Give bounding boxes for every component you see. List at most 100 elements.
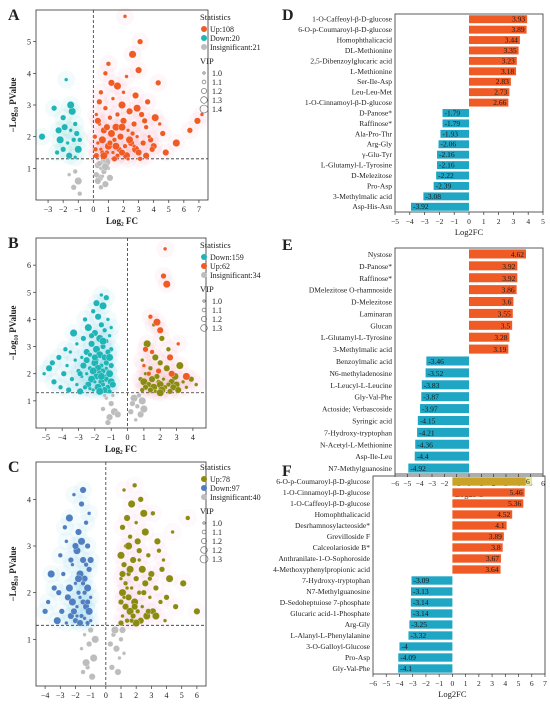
up-point bbox=[152, 585, 159, 591]
x-tick-label: −6 bbox=[391, 479, 399, 488]
down-point bbox=[56, 135, 64, 144]
up-point bbox=[121, 595, 127, 600]
up-point-olive bbox=[175, 361, 184, 370]
vip-legend-entry: 1.2 bbox=[212, 537, 222, 546]
down-point bbox=[60, 370, 67, 377]
x-tick-label: 2 bbox=[497, 217, 501, 226]
up-point bbox=[185, 515, 191, 521]
down-point bbox=[97, 372, 106, 381]
down-point bbox=[88, 618, 93, 623]
up-point bbox=[186, 127, 193, 134]
up-point-olive bbox=[163, 364, 171, 372]
bar-value-label: 3.89 bbox=[489, 532, 502, 541]
down-point bbox=[73, 581, 78, 586]
up-point bbox=[146, 371, 152, 377]
bar-panel-D: D 3.93 1-O-Caffeoyl-β-D-glucose 3.89 6-O-p-C… bbox=[282, 7, 545, 237]
up-point bbox=[161, 557, 166, 563]
x-tick-label: −2 bbox=[59, 205, 68, 214]
up-point bbox=[125, 585, 130, 591]
x-tick-label: −4 bbox=[416, 479, 424, 488]
bar-category-label: N7-Methylguanosine bbox=[328, 464, 392, 473]
up-point bbox=[162, 149, 170, 156]
up-point bbox=[121, 90, 126, 95]
down-point bbox=[109, 325, 114, 330]
bar-category-label: N-Acetyl-L-Methionine bbox=[320, 440, 393, 449]
y-axis-label: −Log₁₀ PValue bbox=[8, 547, 18, 602]
up-point bbox=[98, 89, 104, 95]
x-tick-label: 2 bbox=[477, 679, 481, 688]
bar bbox=[452, 554, 501, 563]
bar bbox=[399, 642, 453, 651]
x-axis-label: Log₂ FC bbox=[106, 216, 138, 226]
insignificant-point bbox=[102, 180, 109, 188]
down-point bbox=[72, 542, 79, 550]
up-point bbox=[94, 112, 99, 117]
bar bbox=[469, 56, 517, 65]
bar-panel-E: E 4.62 Nystose 3.92 D-Panose* 3.92 Raffinose* 3… bbox=[282, 237, 545, 499]
bar-category-label: Leu-Leu-Met bbox=[352, 88, 393, 97]
y-axis-label: −Log₁₀ PValue bbox=[8, 78, 18, 133]
bar-category-label: Raffinose* bbox=[359, 119, 392, 128]
panel-letter: A bbox=[8, 7, 20, 24]
insignificant-point bbox=[119, 626, 126, 634]
bar-value-label: 4.1 bbox=[495, 521, 505, 530]
bar-category-label: Desrhamnosylacteoside* bbox=[295, 521, 370, 530]
up-point bbox=[107, 115, 113, 121]
down-point bbox=[99, 302, 107, 310]
down-point bbox=[65, 387, 72, 393]
bar-value-label: 2.73 bbox=[494, 88, 507, 97]
x-tick-label: −3 bbox=[409, 679, 417, 688]
x-tick-label: −3 bbox=[428, 479, 436, 488]
bar bbox=[411, 576, 453, 585]
vip-legend-swatch bbox=[200, 546, 208, 554]
up-point bbox=[135, 149, 142, 156]
bar-value-label: -4.1 bbox=[400, 664, 412, 673]
up-point bbox=[166, 354, 174, 361]
vip-legend-entry: 1.3 bbox=[212, 96, 222, 105]
down-point bbox=[104, 366, 109, 371]
up-point bbox=[147, 570, 155, 578]
bar-category-label: N7-Methylguanosine bbox=[306, 587, 370, 596]
legend-swatch bbox=[201, 272, 207, 278]
bar-category-label: Calceolarioside B* bbox=[313, 543, 371, 552]
insignificant-point bbox=[101, 162, 110, 171]
up-point bbox=[133, 104, 141, 113]
x-tick-label: 5 bbox=[517, 679, 521, 688]
up-point bbox=[111, 137, 117, 143]
bar-value-label: -1.93 bbox=[442, 129, 458, 138]
up-point bbox=[102, 70, 108, 76]
down-point bbox=[80, 335, 87, 342]
vip-legend-swatch bbox=[200, 324, 208, 332]
up-point bbox=[126, 607, 134, 616]
vip-legend-swatch bbox=[201, 307, 207, 313]
x-tick-label: 1 bbox=[106, 205, 110, 214]
x-tick-label: −6 bbox=[369, 679, 377, 688]
up-point bbox=[96, 98, 103, 105]
x-tick-label: 5 bbox=[167, 205, 171, 214]
down-point bbox=[74, 604, 80, 609]
up-point bbox=[118, 149, 126, 156]
bar-category-label: 3-O-Galloyl-Glucose bbox=[306, 642, 370, 651]
insignificant-point bbox=[100, 174, 105, 179]
bar-category-label: 1-O-Caffeoyl-β-D-glucose bbox=[290, 499, 371, 508]
up-point bbox=[125, 128, 131, 133]
bar-value-label: 3.28 bbox=[494, 333, 507, 342]
insignificant-point bbox=[88, 673, 96, 681]
legend-title: Statistics bbox=[200, 12, 231, 22]
down-point bbox=[74, 613, 80, 619]
down-point bbox=[107, 388, 113, 394]
up-point bbox=[129, 618, 135, 624]
down-point bbox=[105, 317, 110, 322]
up-point bbox=[118, 620, 124, 626]
x-tick-label: 1 bbox=[482, 217, 486, 226]
up-point-olive bbox=[147, 387, 154, 393]
up-point bbox=[170, 529, 175, 535]
vip-legend-swatch bbox=[201, 538, 207, 544]
up-point bbox=[172, 139, 181, 147]
down-point bbox=[73, 155, 78, 160]
bar-category-label: Pro-Asp bbox=[345, 653, 370, 662]
x-tick-label: −3 bbox=[74, 433, 83, 442]
up-point bbox=[179, 579, 187, 587]
up-point bbox=[118, 123, 126, 132]
bar-category-label: 2,5-Dibenzoylglucaric acid bbox=[310, 56, 392, 65]
